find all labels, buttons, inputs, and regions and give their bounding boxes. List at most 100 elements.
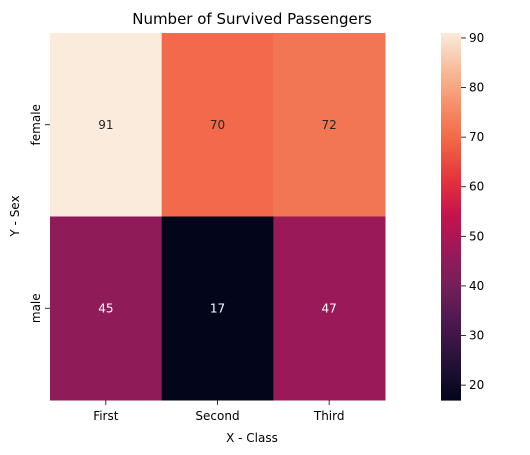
colorbar-segment xyxy=(441,228,461,233)
colorbar-segment xyxy=(441,39,461,43)
colorbar-segment xyxy=(441,250,461,254)
colorbar-segment xyxy=(441,192,461,196)
colorbar-segment xyxy=(441,344,461,349)
y-axis-title: Y - Sex xyxy=(8,195,22,237)
colorbar-segment xyxy=(441,237,461,242)
colorbar-segment xyxy=(441,124,461,129)
colorbar-segment xyxy=(441,289,461,294)
colorbar-segment xyxy=(441,299,461,303)
colorbar-tick-label: 70 xyxy=(469,130,484,144)
colorbar-tick-label: 90 xyxy=(469,31,484,45)
x-axis-title: X - Class xyxy=(226,431,278,445)
colorbar-segment xyxy=(441,60,461,65)
colorbar-segment xyxy=(441,42,461,46)
colorbar-segment xyxy=(441,66,461,71)
colorbar-segment xyxy=(441,75,461,80)
colorbar-segment xyxy=(441,152,461,156)
colorbar-segment xyxy=(441,240,461,245)
colorbar-segment xyxy=(441,317,461,322)
colorbar-segment xyxy=(441,259,461,263)
colorbar-segment xyxy=(441,149,461,153)
colorbar-segment xyxy=(441,268,461,273)
colorbar-segment xyxy=(441,292,461,297)
colorbar-segment xyxy=(441,167,461,172)
colorbar-segment xyxy=(441,143,461,147)
colorbar-segment xyxy=(441,335,461,340)
colorbar-segment xyxy=(441,204,461,208)
colorbar-segment xyxy=(441,57,461,62)
colorbar-segment xyxy=(441,146,461,150)
colorbar-segment xyxy=(441,155,461,159)
colorbar-segment xyxy=(441,396,461,401)
colorbar-segment xyxy=(441,390,461,395)
colorbar-segment xyxy=(441,262,461,267)
colorbar-segment xyxy=(441,118,461,123)
heatmap-cells: 91 70 72 45 17 47 xyxy=(50,33,386,401)
colorbar-segment xyxy=(441,45,461,49)
colorbar-segment xyxy=(441,244,461,248)
colorbar-segment xyxy=(441,372,461,377)
colorbar-segment xyxy=(441,36,461,40)
colorbar-segment xyxy=(441,363,461,367)
colorbar-segment xyxy=(441,357,461,361)
heatmap-cell-label: 47 xyxy=(322,301,337,315)
heatmap-cell xyxy=(273,216,386,401)
x-tick-label: Third xyxy=(313,409,345,423)
colorbar-segment xyxy=(441,231,461,236)
colorbar-segment xyxy=(441,63,461,68)
x-tick-label: First xyxy=(93,409,119,423)
colorbar-segment xyxy=(441,54,461,59)
colorbar-segment xyxy=(441,354,461,358)
colorbar-segment xyxy=(441,234,461,239)
colorbar-segment xyxy=(441,170,461,175)
colorbar-segment xyxy=(441,100,461,104)
colorbar-segment xyxy=(441,308,461,312)
colorbar-segment xyxy=(441,48,461,52)
colorbar-segment xyxy=(441,78,461,83)
colorbar-tick-label: 30 xyxy=(469,329,484,343)
heatmap-cell-label: 91 xyxy=(98,118,113,132)
colorbar-tick-label: 40 xyxy=(469,279,484,293)
colorbar-segment xyxy=(441,375,461,380)
colorbar-segment xyxy=(441,198,461,202)
colorbar-segment xyxy=(441,176,461,181)
colorbar-segment xyxy=(441,305,461,309)
colorbar-segment xyxy=(441,133,461,138)
colorbar-segment xyxy=(441,341,461,346)
colorbar-segment xyxy=(441,302,461,306)
heatmap-cell xyxy=(161,216,274,401)
heatmap-cell-label: 45 xyxy=(98,301,113,315)
colorbar-segment xyxy=(441,274,461,279)
colorbar-tick-label: 80 xyxy=(469,81,484,95)
colorbar-segment xyxy=(441,201,461,205)
colorbar-segment xyxy=(441,127,461,132)
x-axis-ticks: First Second Third xyxy=(93,400,344,423)
colorbar-segment xyxy=(441,222,461,227)
colorbar-segment xyxy=(441,247,461,251)
colorbar-segment xyxy=(441,387,461,392)
colorbar-segment xyxy=(441,369,461,374)
colorbar-segment xyxy=(441,158,461,163)
heatmap-cell-label: 70 xyxy=(210,118,225,132)
colorbar-segment xyxy=(441,348,461,352)
colorbar-segment xyxy=(441,271,461,276)
colorbar-segment xyxy=(441,121,461,126)
colorbar-segment xyxy=(441,326,461,331)
colorbar-segment xyxy=(441,277,461,282)
colorbar-segment xyxy=(441,280,461,285)
colorbar-segment xyxy=(441,366,461,371)
y-tick-label: female xyxy=(29,104,43,145)
colorbar-segment xyxy=(441,185,461,190)
colorbar-segment xyxy=(441,296,461,300)
heatmap-cell-label: 17 xyxy=(210,301,225,315)
colorbar-segment xyxy=(441,384,461,389)
colorbar-segment xyxy=(441,161,461,166)
colorbar-segment xyxy=(441,84,461,89)
colorbar-segment xyxy=(441,69,461,74)
colorbar-segment xyxy=(441,103,461,107)
colorbar-segment xyxy=(441,136,461,141)
colorbar-segment xyxy=(441,216,461,221)
colorbar-segment xyxy=(441,219,461,224)
y-tick-label: male xyxy=(29,293,43,323)
